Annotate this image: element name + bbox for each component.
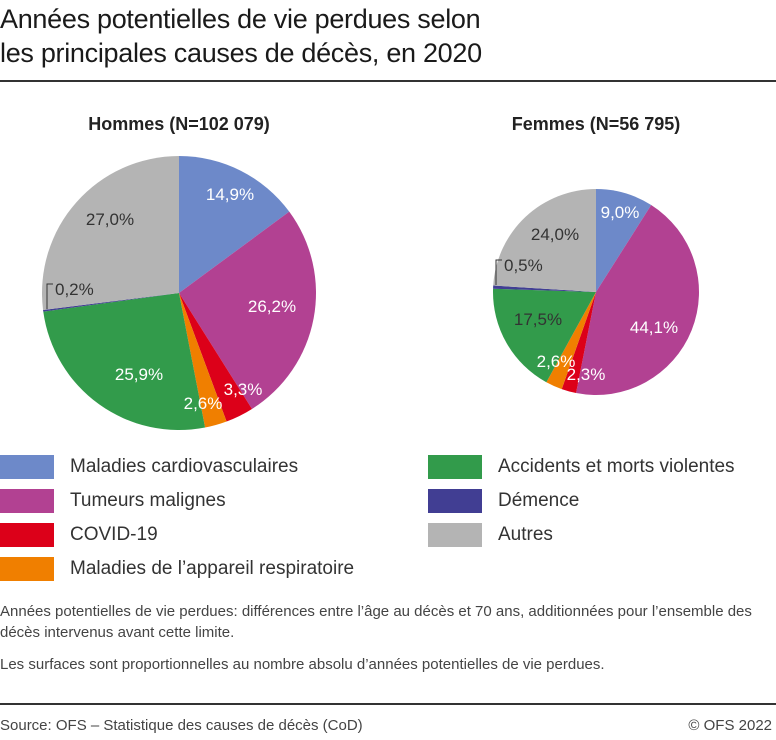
pie-label-tumeurs: 44,1% bbox=[630, 318, 678, 337]
pie-label-leader-line bbox=[495, 259, 502, 285]
pie-slice-autres bbox=[42, 156, 180, 310]
pie-label-demence: 0,2% bbox=[55, 280, 94, 299]
pie-slice-accidents bbox=[492, 288, 596, 383]
pie-slice-demence bbox=[43, 293, 180, 312]
legend-item-respir: Maladies de l’appareil respiratoire bbox=[0, 557, 354, 581]
pie-label-accidents: 17,5% bbox=[514, 310, 562, 329]
legend-swatch bbox=[0, 455, 54, 479]
chart-title: Années potentielles de vie perdues selon… bbox=[0, 2, 776, 70]
legend-label: Tumeurs malignes bbox=[70, 490, 226, 511]
legend-swatch bbox=[0, 557, 54, 581]
legend-item-accidents: Accidents et morts violentes bbox=[428, 455, 735, 479]
legend-swatch bbox=[428, 523, 482, 547]
legend-label: Accidents et morts violentes bbox=[498, 456, 735, 477]
pie-slice-autres bbox=[493, 189, 596, 292]
note-surfaces: Les surfaces sont proportionnelles au no… bbox=[0, 656, 605, 673]
pie-label-autres: 24,0% bbox=[531, 225, 579, 244]
pie-slice-respir bbox=[546, 292, 596, 390]
pie-label-autres: 27,0% bbox=[86, 210, 134, 229]
pie-slice-accidents bbox=[43, 293, 206, 431]
pie-label-covid: 3,3% bbox=[224, 380, 263, 399]
pie-label-cardio: 14,9% bbox=[206, 185, 254, 204]
pie-label-respir: 2,6% bbox=[184, 394, 223, 413]
legend-swatch bbox=[0, 523, 54, 547]
pie-slice-tumeurs bbox=[179, 211, 316, 409]
legend-item-tumeurs: Tumeurs malignes bbox=[0, 489, 226, 513]
legend-swatch bbox=[428, 489, 482, 513]
pie-slice-covid bbox=[179, 293, 252, 422]
pie-label-covid: 2,3% bbox=[567, 365, 606, 384]
legend-item-demence: Démence bbox=[428, 489, 579, 513]
footer-rule bbox=[0, 703, 776, 705]
legend-label: Démence bbox=[498, 490, 580, 511]
legend-item-autres: Autres bbox=[428, 523, 553, 547]
legend-swatch bbox=[0, 489, 54, 513]
chart-title-line-2: les principales causes de décès, en 2020 bbox=[0, 38, 482, 68]
legend-label: Autres bbox=[498, 524, 553, 545]
pie-label-respir: 2,6% bbox=[537, 352, 576, 371]
pie-label-accidents: 25,9% bbox=[115, 365, 163, 384]
title-rule bbox=[0, 80, 776, 82]
copyright-text: © OFS 2022 bbox=[688, 717, 772, 734]
pie-label-tumeurs: 26,2% bbox=[248, 297, 296, 316]
pie-label-cardio: 9,0% bbox=[601, 203, 640, 222]
pie-title-femmes: Femmes (N=56 795) bbox=[511, 114, 681, 134]
pie-slice-demence bbox=[493, 285, 596, 292]
note-definition: Années potentielles de vie perdues: diff… bbox=[0, 603, 752, 641]
pie-label-demence: 0,5% bbox=[504, 256, 543, 275]
legend-item-cardio: Maladies cardiovasculaires bbox=[0, 455, 298, 479]
pie-slice-tumeurs bbox=[576, 205, 700, 396]
legend-label: Maladies cardiovasculaires bbox=[70, 456, 299, 477]
pie-slice-cardio bbox=[596, 189, 652, 292]
pie-slice-covid bbox=[561, 292, 596, 394]
legend-swatch bbox=[428, 455, 482, 479]
pie-charts: 14,9%26,2%3,3%2,6%25,9%0,2%27,0% 9,0%44,… bbox=[42, 156, 700, 431]
pie-title-hommes: Hommes (N=102 079) bbox=[88, 114, 270, 134]
legend-label: COVID-19 bbox=[70, 524, 158, 545]
legend-item-covid: COVID-19 bbox=[0, 523, 158, 547]
legend-label: Maladies de l’appareil respiratoire bbox=[70, 558, 355, 579]
chart-title-line-1: Années potentielles de vie perdues selon bbox=[0, 4, 481, 34]
pie-femmes: 9,0% 44,1% 2,3%2,6% 17,5% 0,5% 24,0% bbox=[492, 189, 700, 396]
source-text: Source: OFS – Statistique des causes de … bbox=[0, 717, 363, 734]
pie-hommes: 14,9% 26,2% 3,3%2,6% 25,9% 0,2% 27,0% bbox=[42, 156, 316, 431]
pie-slice-respir bbox=[179, 293, 227, 428]
pie-label-leader-line bbox=[46, 283, 53, 309]
pie-slice-cardio bbox=[179, 156, 290, 293]
